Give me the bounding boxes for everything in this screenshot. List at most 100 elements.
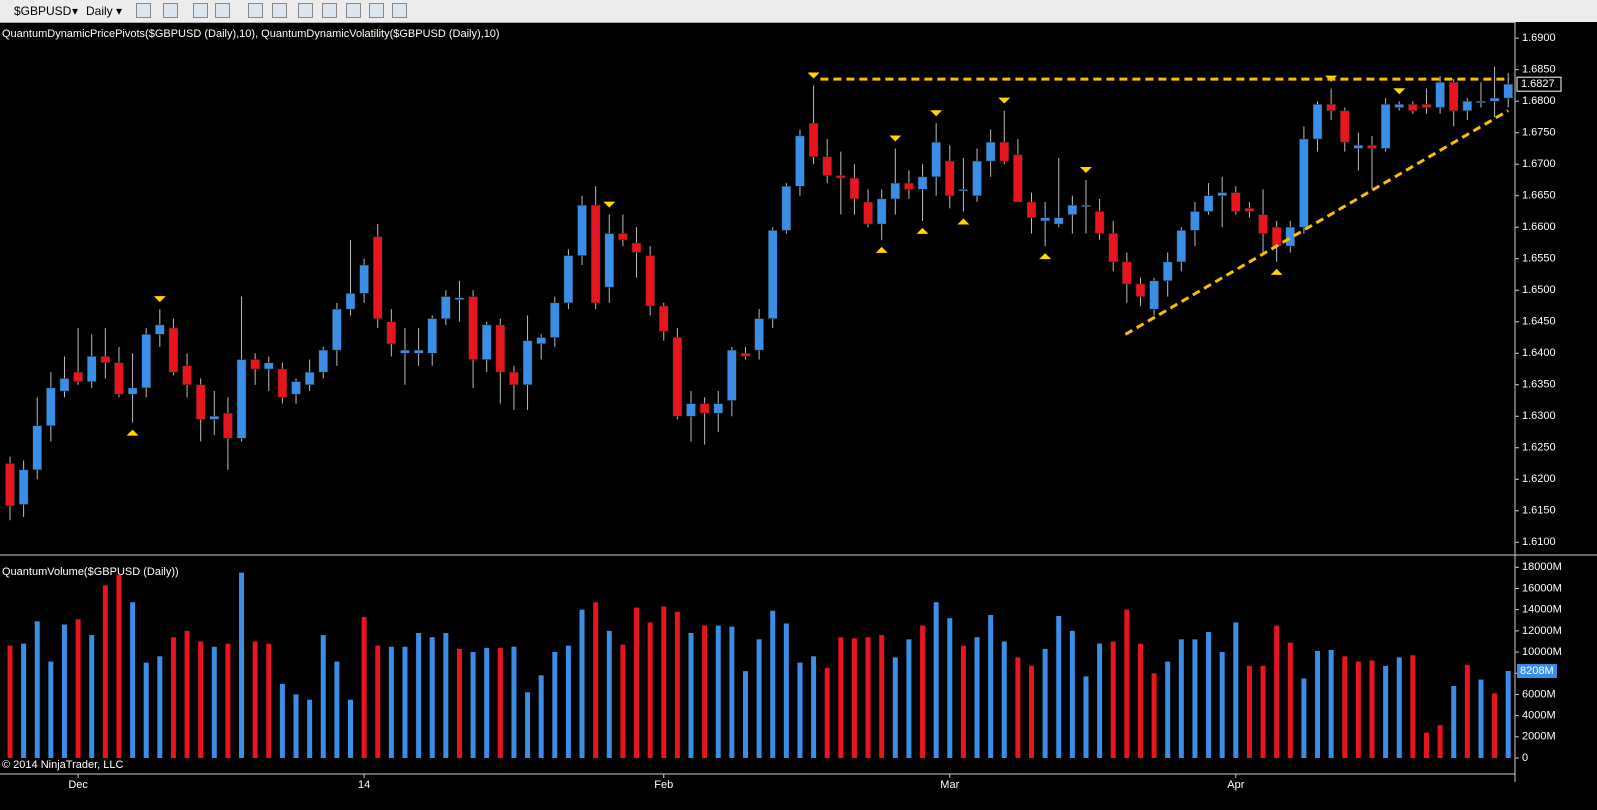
volume-bar: [143, 662, 149, 758]
volume-bar: [252, 641, 258, 758]
symbol-selector[interactable]: $GBPUSD: [14, 4, 72, 18]
volume-bar: [742, 671, 748, 758]
volume-bar: [974, 637, 980, 758]
y-tick-label: 1.6600: [1522, 221, 1556, 233]
y-tick-label: 1.6900: [1522, 32, 1556, 44]
volume-bar: [525, 692, 531, 758]
candle-body: [863, 201, 873, 225]
y-tick-label: 12000M: [1522, 625, 1562, 637]
zoom-in-button[interactable]: [193, 3, 208, 18]
x-tick-label: 14: [358, 779, 370, 791]
volume-bar: [1505, 671, 1511, 758]
volume-bar: [1437, 725, 1443, 758]
candle-body: [1135, 283, 1146, 297]
volume-bar: [933, 602, 939, 758]
candle-body: [427, 318, 437, 354]
volume-bar: [879, 635, 885, 758]
volume-bar: [1260, 665, 1266, 758]
candle-body: [318, 349, 329, 373]
bar-type-button[interactable]: [136, 3, 151, 18]
volume-bar: [1287, 642, 1293, 758]
order-button[interactable]: [369, 3, 384, 18]
volume-bar: [702, 625, 708, 758]
volume-bar: [1001, 641, 1007, 758]
volume-bar: [266, 643, 272, 758]
volume-bar: [838, 637, 844, 758]
instrument-button[interactable]: [298, 3, 313, 18]
volume-bar: [960, 645, 966, 758]
volume-bar: [89, 635, 95, 758]
volume-bar: [279, 683, 285, 758]
data-box-button[interactable]: [272, 3, 287, 18]
interval-arrow[interactable]: ▾: [116, 4, 123, 18]
candle-body: [264, 362, 274, 370]
candle-body: [1408, 104, 1418, 111]
pivot-low: [1039, 253, 1052, 260]
volume-bar: [361, 617, 367, 758]
y-tick-label: 1.6200: [1522, 473, 1556, 485]
candle-body: [277, 368, 288, 398]
axis-area: [1515, 22, 1597, 782]
candle-body: [141, 334, 151, 389]
volume-bar: [48, 661, 54, 758]
candle-body: [155, 324, 165, 335]
volume-bar: [851, 638, 857, 758]
volume-bar: [34, 621, 40, 758]
volume-bar: [920, 625, 926, 758]
symbol-arrow[interactable]: ▾: [72, 4, 79, 18]
y-tick-label: 1.6650: [1522, 190, 1556, 202]
volume-bar: [811, 656, 817, 758]
volume-bar: [1097, 643, 1103, 758]
draw-button[interactable]: [163, 3, 178, 18]
indicator-label: QuantumDynamicPricePivots($GBPUSD (Daily…: [2, 28, 500, 40]
candle-body: [754, 318, 764, 351]
volume-bar: [947, 618, 953, 758]
zoom-out-button[interactable]: [215, 3, 230, 18]
volume-bar: [334, 661, 340, 758]
volume-bar: [552, 652, 558, 758]
volume-bar: [579, 609, 585, 758]
candle-body: [1094, 211, 1105, 234]
volume-bar: [593, 602, 599, 758]
candle-body: [917, 176, 928, 190]
volume-bar: [443, 632, 449, 758]
candle-body: [1067, 204, 1078, 215]
volume-bar: [484, 647, 490, 758]
volume-bar: [1342, 656, 1348, 758]
strategy-button[interactable]: [322, 3, 337, 18]
volume-bar: [402, 646, 408, 758]
volume-bar: [116, 574, 122, 758]
x-tick-label: Dec: [68, 779, 88, 791]
volume-bar: [892, 657, 898, 758]
volume-bar: [756, 639, 762, 758]
y-tick-label: 10000M: [1522, 646, 1562, 658]
candle-body: [631, 242, 642, 253]
volume-bar: [416, 632, 422, 758]
candle-body: [236, 359, 247, 439]
volume-bar: [729, 626, 735, 758]
volume-bar: [1315, 650, 1321, 758]
candle-body: [727, 349, 737, 401]
properties-button[interactable]: [392, 3, 407, 18]
candle-body: [413, 349, 424, 354]
volume-bar: [1383, 665, 1389, 758]
y-tick-label: 1.6350: [1522, 379, 1556, 391]
x-tick-label: Feb: [654, 779, 673, 791]
volume-bar: [21, 643, 27, 758]
y-tick-label: 1.6150: [1522, 505, 1556, 517]
candle-body: [672, 337, 683, 417]
last-price-label: 1.6827: [1521, 78, 1555, 90]
y-tick-label: 1.6500: [1522, 284, 1556, 296]
candle-body: [1162, 261, 1173, 282]
volume-bar: [634, 607, 640, 758]
y-tick-label: 0: [1522, 752, 1528, 764]
indicator-button[interactable]: [346, 3, 361, 18]
volume-bar: [1451, 685, 1457, 758]
pointer-button[interactable]: [248, 3, 263, 18]
y-tick-label: 1.6400: [1522, 347, 1556, 359]
volume-bar: [130, 602, 136, 758]
volume-bar: [647, 622, 653, 758]
interval-selector[interactable]: Daily: [86, 4, 113, 18]
candle-body: [359, 264, 369, 294]
volume-bar: [7, 645, 13, 758]
